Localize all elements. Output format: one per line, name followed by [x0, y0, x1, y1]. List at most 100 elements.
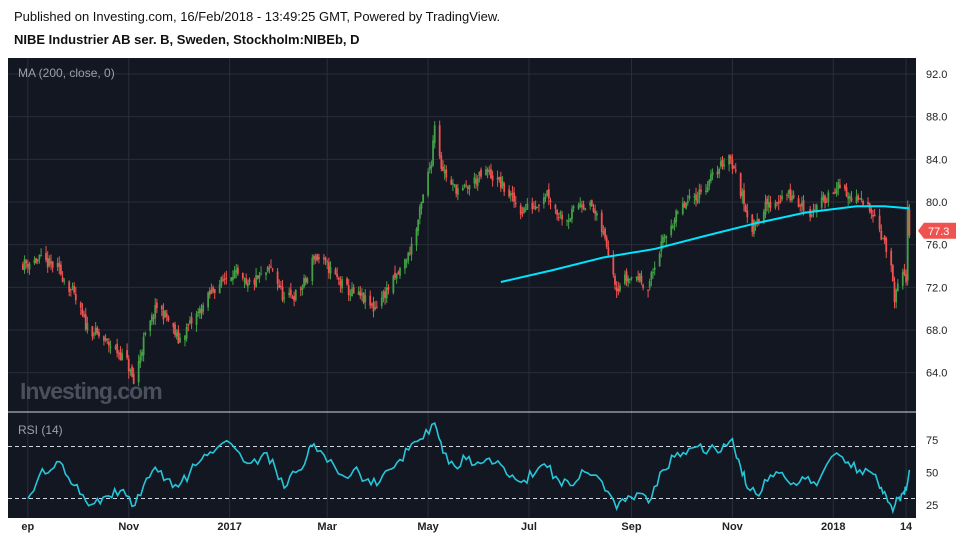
candle: [152, 314, 155, 325]
candle: [270, 259, 272, 268]
candle: [589, 200, 592, 210]
candle: [488, 165, 491, 176]
candle: [306, 276, 309, 285]
candle: [190, 312, 193, 329]
candle: [432, 135, 434, 167]
candle: [728, 154, 731, 172]
candle: [142, 332, 145, 362]
candle: [294, 289, 297, 302]
candle: [781, 190, 783, 201]
candle: [475, 173, 477, 189]
candle: [776, 201, 778, 207]
candle: [485, 165, 487, 176]
candle: [256, 275, 259, 280]
candle: [513, 187, 515, 208]
candle: [184, 335, 186, 347]
candle: [640, 270, 643, 286]
candle: [683, 200, 686, 208]
candle: [86, 316, 89, 334]
candle: [351, 282, 353, 297]
candle: [260, 266, 262, 276]
candle: [567, 213, 570, 230]
candle: [769, 196, 772, 212]
candle: [867, 197, 869, 206]
candle: [384, 286, 386, 305]
candle: [461, 184, 464, 191]
candle: [594, 204, 597, 221]
candle: [407, 251, 410, 265]
candle: [503, 181, 506, 196]
candle: [799, 203, 802, 212]
candle: [779, 194, 782, 204]
candle: [131, 364, 133, 378]
candle: [891, 263, 894, 282]
candle: [615, 281, 618, 299]
candle: [395, 273, 398, 284]
candle: [322, 253, 325, 265]
candle: [716, 165, 719, 179]
candle: [832, 191, 835, 195]
candle: [278, 279, 281, 289]
investing-watermark: Investing.com: [20, 378, 162, 404]
x-tick-label: Nov: [118, 521, 140, 533]
candle: [276, 267, 279, 291]
rsi-tick-label: 50: [926, 468, 938, 480]
candle: [327, 257, 330, 279]
candle: [675, 208, 678, 228]
candle: [164, 310, 167, 318]
candle: [521, 206, 524, 217]
candle: [230, 277, 233, 282]
candle: [369, 290, 372, 309]
candle: [98, 328, 100, 339]
candle: [141, 349, 143, 361]
candle: [698, 183, 701, 204]
candle: [223, 272, 226, 285]
candle: [855, 189, 858, 205]
candle: [316, 253, 319, 262]
candle: [357, 286, 360, 296]
candle: [845, 183, 848, 198]
candle: [23, 255, 26, 274]
candle: [291, 294, 294, 300]
last-price-tag: 77.3: [918, 222, 956, 239]
candle: [592, 203, 595, 213]
candle: [289, 282, 292, 298]
candle: [382, 289, 385, 303]
candle: [499, 171, 502, 192]
candle: [187, 323, 190, 332]
candle: [837, 179, 840, 196]
rsi-tick-label: 25: [926, 500, 938, 512]
candle: [144, 331, 147, 337]
candle: [139, 349, 142, 369]
ma-200-line: [500, 205, 910, 283]
candle: [786, 193, 788, 201]
candle: [744, 203, 747, 213]
candle: [253, 277, 256, 291]
candle: [172, 322, 175, 334]
candle: [723, 158, 726, 170]
candle: [346, 276, 348, 286]
candle: [883, 234, 886, 245]
candle: [676, 210, 679, 215]
ma-indicator-label: MA (200, close, 0): [18, 66, 115, 80]
candle: [410, 237, 413, 261]
candle: [549, 197, 552, 210]
candle: [895, 288, 898, 309]
candle: [538, 203, 540, 213]
candle: [440, 151, 443, 172]
candle: [405, 258, 408, 268]
candle: [533, 201, 535, 210]
candle: [554, 203, 557, 215]
x-tick-label: May: [417, 521, 439, 533]
candle: [839, 178, 841, 189]
candle: [544, 193, 547, 203]
candle: [127, 355, 130, 379]
candle: [281, 279, 284, 303]
candle: [882, 237, 884, 240]
candle: [225, 270, 228, 285]
candle: [739, 172, 742, 199]
candle: [514, 195, 517, 208]
rsi-tick-label: 75: [926, 435, 938, 447]
candle: [903, 263, 906, 277]
candle: [349, 289, 352, 302]
